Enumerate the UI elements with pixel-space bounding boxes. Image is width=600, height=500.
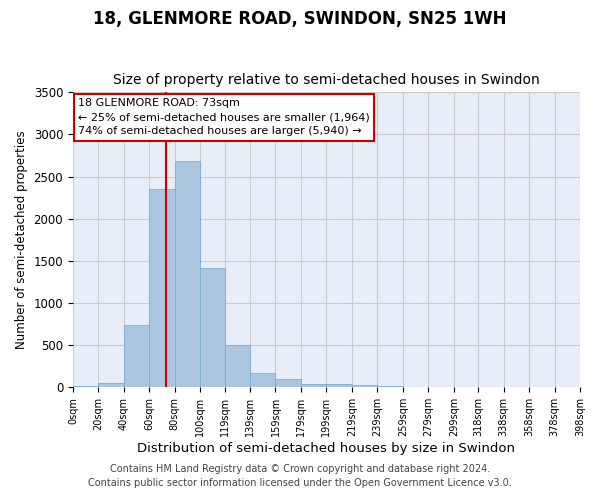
Bar <box>124 325 149 388</box>
X-axis label: Distribution of semi-detached houses by size in Swindon: Distribution of semi-detached houses by … <box>137 442 515 455</box>
Text: Contains HM Land Registry data © Crown copyright and database right 2024.
Contai: Contains HM Land Registry data © Crown c… <box>88 464 512 487</box>
Y-axis label: Number of semi-detached properties: Number of semi-detached properties <box>15 130 28 349</box>
Bar <box>149 190 175 388</box>
Title: Size of property relative to semi-detached houses in Swindon: Size of property relative to semi-detach… <box>113 73 540 87</box>
Bar <box>73 386 98 388</box>
Bar <box>275 380 301 388</box>
Text: 18 GLENMORE ROAD: 73sqm
← 25% of semi-detached houses are smaller (1,964)
74% of: 18 GLENMORE ROAD: 73sqm ← 25% of semi-de… <box>78 98 370 136</box>
Bar <box>200 268 224 388</box>
Bar <box>352 385 377 388</box>
Bar <box>301 384 326 388</box>
Bar <box>250 372 275 388</box>
Bar <box>326 384 352 388</box>
Bar <box>175 162 200 388</box>
Text: 18, GLENMORE ROAD, SWINDON, SN25 1WH: 18, GLENMORE ROAD, SWINDON, SN25 1WH <box>93 10 507 28</box>
Bar <box>224 345 250 388</box>
Bar <box>98 382 124 388</box>
Bar <box>377 386 403 388</box>
